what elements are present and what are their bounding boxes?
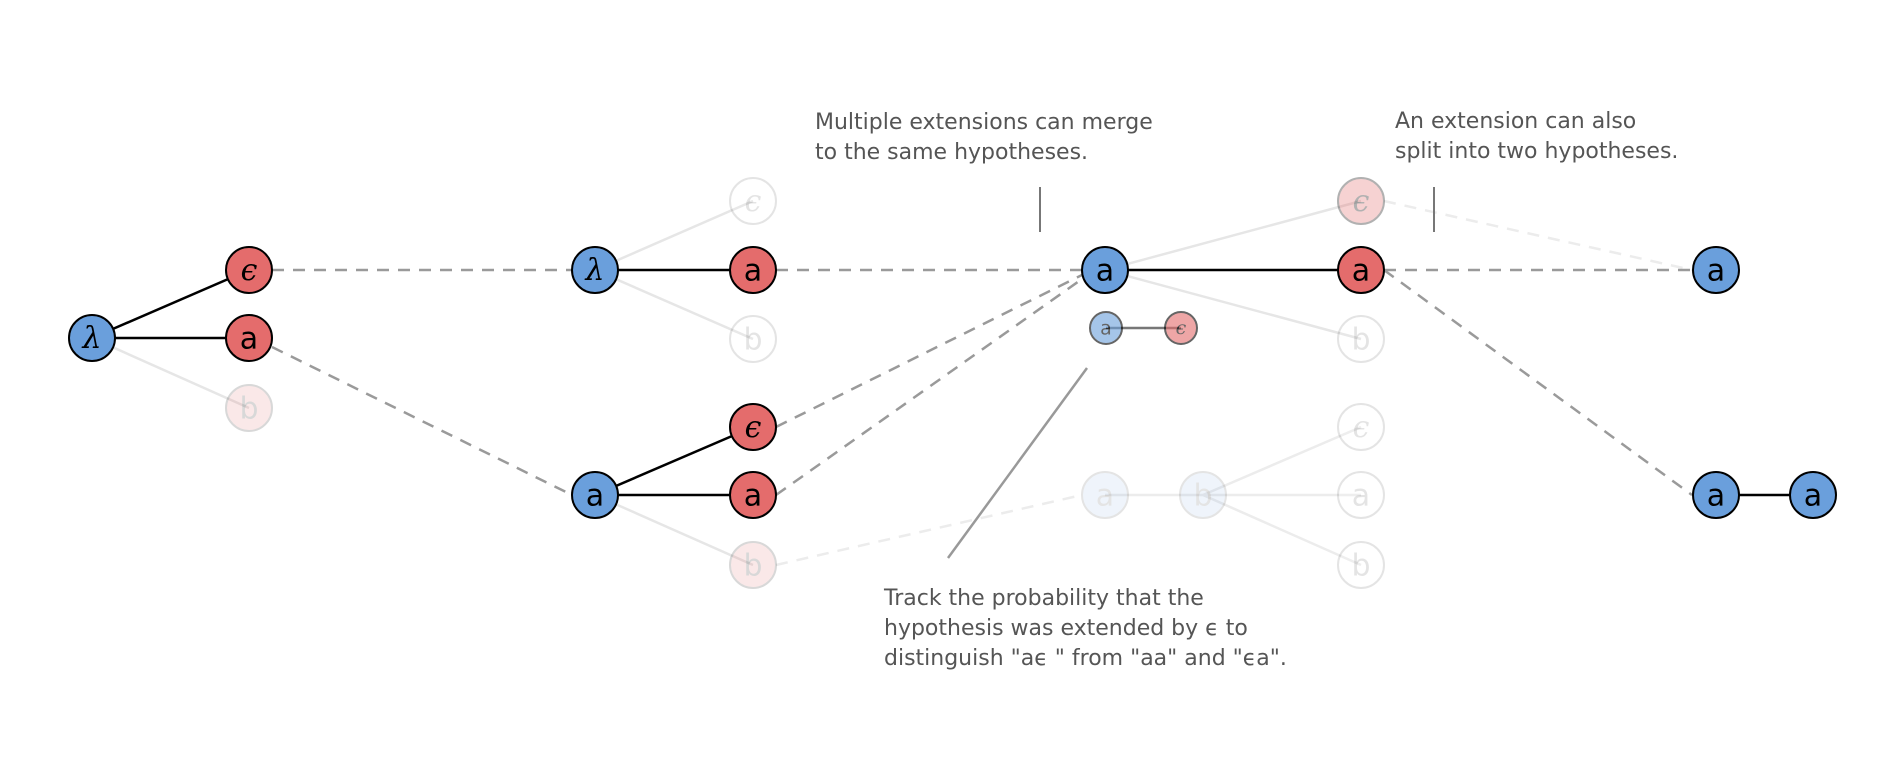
node-a-2b: a bbox=[729, 471, 777, 519]
node-final-aa-second: a bbox=[1789, 471, 1837, 519]
svg-text:ϵ: ϵ bbox=[1353, 410, 1370, 445]
edge-a2-to-b-faded bbox=[594, 493, 754, 567]
node-a-3: a bbox=[1081, 246, 1129, 294]
svg-text:a: a bbox=[1096, 254, 1114, 289]
annotation-track-line-1: Track the probability that the bbox=[884, 586, 1204, 611]
node-epsilon: ϵ bbox=[225, 246, 273, 294]
annotation-track: Track the probability that the hypothesi… bbox=[884, 584, 1287, 674]
svg-text:a: a bbox=[1707, 479, 1725, 514]
edge-a2-to-epsilon bbox=[594, 425, 754, 497]
annotation-track-line-2: hypothesis was extended by ϵ to bbox=[884, 616, 1248, 641]
svg-text:ϵ: ϵ bbox=[241, 253, 258, 288]
leader-track bbox=[946, 367, 1089, 559]
svg-text:a: a bbox=[1100, 318, 1112, 340]
svg-text:a: a bbox=[240, 322, 258, 357]
edge-b-to-epsilon-faded bbox=[1202, 425, 1362, 497]
node-final-a: a bbox=[1692, 246, 1740, 294]
node-lambda-2: λ bbox=[571, 246, 619, 294]
node-a-2: a bbox=[729, 246, 777, 294]
nodes: λ ϵ a b λ ϵ a b bbox=[68, 177, 1837, 589]
svg-text:ϵ: ϵ bbox=[745, 410, 762, 445]
svg-text:b: b bbox=[743, 323, 762, 358]
svg-text:b: b bbox=[1193, 479, 1212, 514]
svg-text:ϵ: ϵ bbox=[1353, 184, 1370, 219]
svg-text:ϵ: ϵ bbox=[745, 184, 762, 219]
svg-text:a: a bbox=[1096, 479, 1114, 514]
node-lambda-root: λ bbox=[68, 314, 116, 362]
edges bbox=[91, 187, 1813, 567]
edge-a3-to-epsilon-faded bbox=[1104, 199, 1362, 272]
node-small-a: a bbox=[1089, 311, 1123, 345]
edge-lambda2-to-epsilon-faded bbox=[594, 199, 754, 272]
node-epsilon-3-bottom-faded: ϵ bbox=[1337, 403, 1385, 451]
node-a-3b: a bbox=[1337, 246, 1385, 294]
svg-text:a: a bbox=[586, 479, 604, 514]
annotation-track-line-3: distinguish "aϵ " from "aa" and "ϵa". bbox=[884, 646, 1287, 671]
svg-text:b: b bbox=[743, 549, 762, 584]
svg-text:ϵ: ϵ bbox=[1176, 317, 1187, 339]
node-a-3-bottom-leaf-faded: a bbox=[1337, 471, 1385, 519]
svg-text:a: a bbox=[744, 479, 762, 514]
dashed-a2a-to-a3 bbox=[775, 277, 1083, 497]
dashed-a-to-a2 bbox=[271, 345, 573, 497]
edge-b-to-b-faded bbox=[1202, 493, 1362, 567]
edge-lambda2-to-b-faded bbox=[594, 268, 754, 341]
node-small-epsilon: ϵ bbox=[1164, 311, 1198, 345]
svg-text:λ: λ bbox=[81, 321, 101, 356]
svg-text:a: a bbox=[1352, 479, 1370, 514]
node-epsilon-3-faded: ϵ bbox=[1337, 177, 1385, 225]
dashed-epsilon-faded-to-final-a bbox=[1383, 199, 1693, 272]
node-a-2-root: a bbox=[571, 471, 619, 519]
edge-a3-to-b-faded bbox=[1104, 268, 1362, 341]
node-b-3-bottom-leaf-faded: b bbox=[1337, 541, 1385, 589]
svg-text:b: b bbox=[1351, 549, 1370, 584]
annotation-split-line-2: split into two hypotheses. bbox=[1395, 139, 1679, 164]
node-b-3-bottom-faded: b bbox=[1179, 471, 1227, 519]
node-a-3-bottom-faded: a bbox=[1081, 471, 1129, 519]
node-b-faded: b bbox=[225, 384, 273, 432]
svg-text:a: a bbox=[1707, 254, 1725, 289]
annotation-split-line-1: An extension can also bbox=[1395, 109, 1637, 134]
node-epsilon-2-faded: ϵ bbox=[729, 177, 777, 225]
svg-text:λ: λ bbox=[584, 253, 604, 288]
svg-text:b: b bbox=[239, 392, 258, 427]
dashed-b-faded-to-a-faded bbox=[775, 493, 1083, 567]
dashed-epsilon2-to-a3 bbox=[775, 273, 1083, 429]
node-final-aa-first: a bbox=[1692, 471, 1740, 519]
annotation-merge-line-1: Multiple extensions can merge bbox=[815, 110, 1153, 135]
svg-text:a: a bbox=[1352, 254, 1370, 289]
edge-lambda-to-b-faded bbox=[91, 336, 250, 410]
dashed-a3-to-final-aa bbox=[1383, 268, 1693, 497]
svg-text:b: b bbox=[1351, 323, 1370, 358]
svg-text:a: a bbox=[744, 254, 762, 289]
edge-lambda-to-epsilon bbox=[91, 268, 250, 340]
annotation-merge-line-2: to the same hypotheses. bbox=[815, 140, 1089, 165]
annotation-split: An extension can also split into two hyp… bbox=[1395, 107, 1678, 167]
node-b-2b-faded: b bbox=[729, 541, 777, 589]
node-b-2-faded: b bbox=[729, 315, 777, 363]
annotation-merge: Multiple extensions can merge to the sam… bbox=[815, 108, 1153, 168]
node-epsilon-2b: ϵ bbox=[729, 403, 777, 451]
node-a: a bbox=[225, 314, 273, 362]
node-b-3-faded: b bbox=[1337, 315, 1385, 363]
svg-text:a: a bbox=[1804, 479, 1822, 514]
